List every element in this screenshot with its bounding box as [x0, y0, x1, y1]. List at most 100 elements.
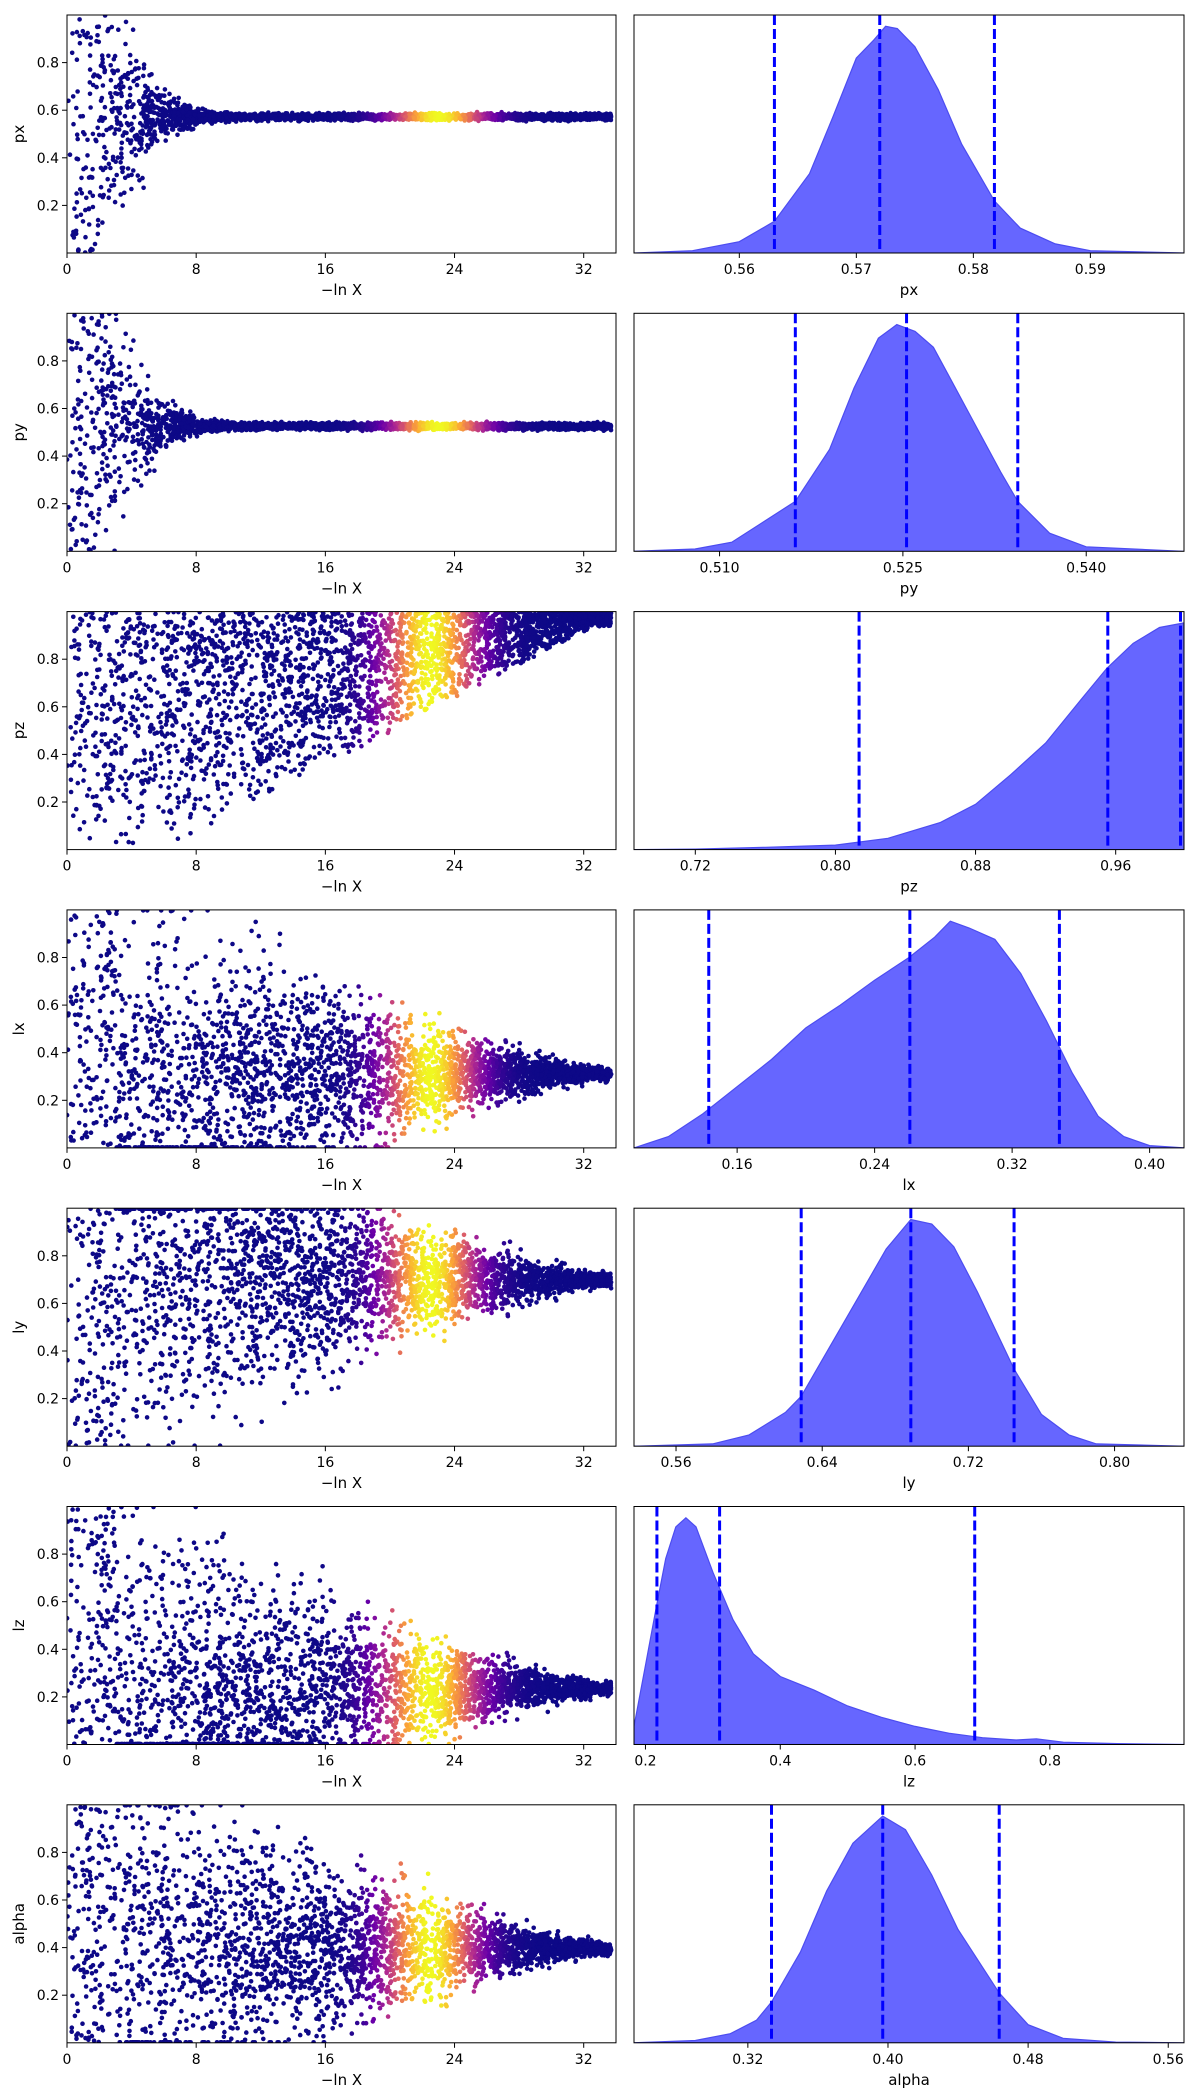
trace-point — [90, 419, 95, 425]
trace-point — [83, 207, 88, 213]
trace-axes-frame — [66, 14, 617, 254]
trace-point — [119, 140, 125, 146]
trace-point — [319, 112, 325, 117]
trace-point — [84, 195, 89, 201]
trace-point — [96, 132, 102, 138]
trace-point — [238, 115, 244, 121]
trace-point — [94, 385, 99, 391]
trace-point — [169, 123, 175, 128]
trace-point — [118, 80, 124, 85]
trace-point — [167, 91, 172, 97]
trace-point — [274, 117, 279, 122]
trace-point — [79, 414, 84, 420]
trace-point — [82, 441, 88, 447]
trace-point — [151, 92, 156, 97]
trace-point — [147, 128, 152, 133]
trace-point — [111, 177, 117, 183]
trace-point — [86, 222, 92, 227]
trace-point — [137, 178, 142, 183]
x-tick-label: 0.58 — [958, 262, 989, 278]
trace-point — [175, 132, 180, 138]
trace-point — [457, 115, 462, 121]
trace-point — [121, 84, 126, 89]
trace-point — [99, 336, 104, 341]
trace-point — [108, 357, 114, 363]
trace-point — [162, 113, 168, 119]
trace-point — [110, 109, 115, 115]
trace-point — [108, 388, 114, 394]
trace-point — [102, 104, 108, 110]
trace-point — [90, 204, 96, 210]
x-tick-label: 16 — [316, 262, 334, 278]
trace-point — [118, 160, 123, 165]
trace-point — [176, 95, 181, 101]
trace-point — [134, 58, 139, 64]
trace-point — [72, 313, 77, 318]
trace-point — [96, 39, 102, 45]
trace-point — [163, 130, 168, 136]
trace-point — [109, 24, 115, 30]
trace-point — [84, 433, 90, 438]
trace-point — [102, 15, 108, 18]
trace-point — [89, 410, 94, 415]
trace-point — [344, 116, 350, 121]
trace-point — [137, 135, 142, 140]
trace-point — [534, 114, 539, 119]
trace-point — [152, 468, 157, 474]
trace-point — [81, 166, 86, 172]
trace-point — [386, 114, 392, 120]
trace-point — [115, 155, 121, 160]
trace-point — [105, 28, 110, 34]
trace-point — [138, 483, 144, 488]
trace-point — [110, 99, 115, 105]
trace-point — [85, 153, 90, 158]
trace-point — [80, 316, 86, 321]
trace-point — [134, 76, 139, 81]
trace-point — [100, 392, 106, 398]
trace-point — [86, 206, 92, 211]
trace-point — [125, 166, 131, 171]
trace-point — [74, 105, 79, 111]
trace-point — [129, 149, 134, 155]
trace-point — [180, 109, 186, 115]
trace-point — [74, 200, 80, 205]
trace-point — [78, 368, 83, 374]
trace-point — [121, 489, 127, 495]
x-tick-label: 32 — [575, 262, 593, 278]
trace-point — [522, 116, 527, 121]
trace-point — [141, 65, 147, 71]
trace-point — [105, 421, 110, 426]
trace-point — [67, 152, 73, 157]
trace-point — [90, 247, 95, 252]
trace-point — [158, 125, 163, 131]
trace-point — [296, 118, 301, 124]
trace-point — [585, 117, 590, 123]
trace-point — [103, 156, 108, 161]
trace-point — [70, 31, 75, 36]
trace-point — [162, 107, 168, 113]
trace-point — [178, 117, 183, 122]
trace-point — [123, 331, 128, 337]
trace-point — [132, 134, 138, 139]
trace-point — [412, 115, 418, 121]
trace-point — [77, 40, 83, 46]
trace-point — [142, 93, 147, 99]
trace-point — [75, 89, 80, 94]
trace-point — [90, 193, 96, 199]
trace-point — [140, 123, 145, 128]
trace-point — [332, 113, 338, 119]
trace-point — [367, 113, 373, 118]
trace-point — [290, 113, 296, 119]
trace-point — [133, 457, 138, 463]
trace-point — [428, 114, 434, 119]
trace-point — [150, 105, 156, 110]
trace-point — [86, 370, 92, 376]
trace-point — [145, 373, 151, 379]
trace-point — [165, 401, 170, 407]
trace-point — [106, 195, 111, 200]
trace-point — [73, 410, 78, 415]
trace-point — [555, 118, 560, 123]
trace-point — [419, 117, 424, 123]
trace-point — [183, 413, 189, 419]
trace-point — [85, 137, 90, 143]
